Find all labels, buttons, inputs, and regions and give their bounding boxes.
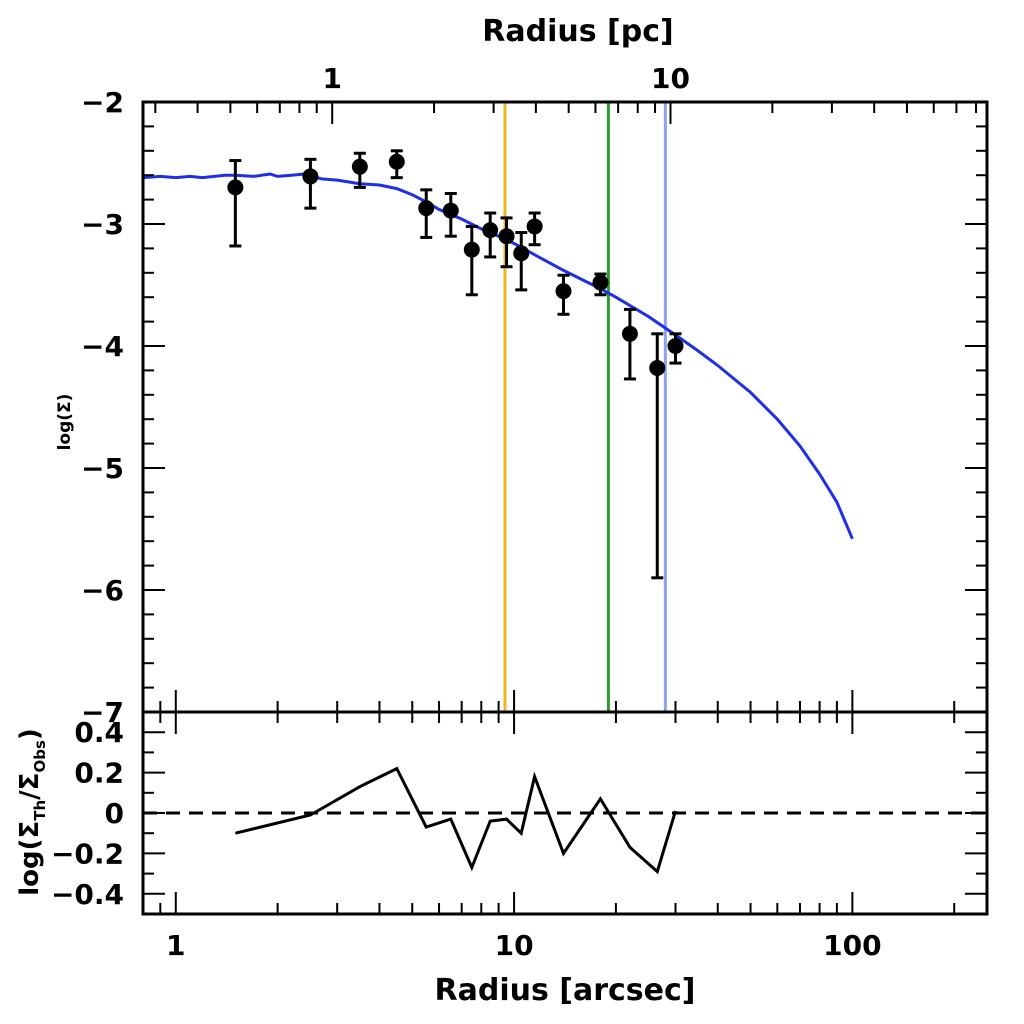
vertical-lines	[503, 102, 667, 712]
observed-point-15	[667, 332, 684, 365]
top-y-axis-label: log(Σ)	[55, 394, 75, 451]
top-panel-ticks	[142, 101, 987, 713]
top-panel-frame	[141, 100, 989, 714]
observed-point-0	[227, 159, 244, 248]
top-y-tick-label-4: −6	[81, 574, 124, 607]
top-y-tick-label-2: −4	[81, 330, 124, 363]
x-tick-label-0: 1	[166, 929, 185, 962]
data-point	[388, 153, 405, 170]
bottom-panel-frame	[141, 710, 989, 916]
data-point	[418, 200, 435, 217]
top-y-tick-label-3: −5	[81, 452, 124, 485]
data-point	[621, 325, 638, 342]
data-point	[649, 359, 666, 376]
observed-point-13	[621, 307, 638, 381]
top-axis-tick-label-0: 1	[322, 62, 341, 95]
observed-point-10	[526, 211, 543, 247]
bottom-y-axis-label: log(ΣTh/ΣObs)	[15, 728, 49, 896]
top-axis-tick-labels: 1 10	[322, 62, 690, 95]
x-axis-label: Radius [arcsec]	[435, 973, 696, 1008]
data-point	[555, 283, 572, 300]
data-point	[482, 222, 499, 239]
observed-point-3	[388, 149, 405, 180]
observed-point-12	[592, 272, 609, 297]
bottom-panel	[141, 710, 989, 916]
bottom-y-tick-label-0: 0.4	[74, 716, 124, 749]
observed-point-6	[463, 224, 480, 297]
data-point	[592, 274, 609, 291]
observed-point-4	[418, 188, 435, 239]
bottom-y-tick-label-4: −0.4	[51, 878, 124, 911]
bottom-y-tick-label-2: 0	[105, 797, 124, 830]
data-point	[227, 179, 244, 196]
top-y-tick-label-1: −3	[81, 208, 124, 241]
observed-point-2	[351, 151, 368, 189]
observed-point-9	[513, 231, 530, 292]
residual-line	[235, 766, 677, 875]
data-point	[513, 245, 530, 262]
data-point	[302, 168, 319, 185]
data-point	[351, 158, 368, 175]
data-point	[463, 241, 480, 258]
observed-point-11	[555, 273, 572, 316]
observed-points	[227, 149, 684, 580]
x-tick-label-1: 10	[495, 929, 534, 962]
top-panel	[141, 100, 989, 714]
x-tick-label-2: 100	[823, 929, 881, 962]
bottom-y-tick-label-1: 0.2	[74, 757, 124, 790]
observed-point-1	[302, 157, 319, 210]
observed-point-5	[442, 192, 459, 238]
top-y-tick-label-0: −2	[81, 86, 124, 119]
observed-point-7	[482, 211, 499, 259]
observed-point-8	[498, 216, 515, 269]
bottom-y-tick-label-3: −0.2	[51, 837, 124, 870]
x-tick-labels: 1 10 100	[166, 929, 882, 962]
data-point	[526, 218, 543, 235]
top-y-tick-labels: −2 −3 −4 −5 −6 −7	[81, 86, 124, 729]
bottom-y-tick-labels: 0.4 0.2 0 −0.2 −0.4	[51, 716, 124, 911]
top-axis-tick-label-1: 10	[651, 62, 690, 95]
data-point	[667, 338, 684, 354]
observed-point-14	[649, 332, 666, 580]
data-point	[442, 202, 459, 219]
data-point	[498, 228, 515, 245]
top-y-tick-label-5: −7	[81, 696, 124, 729]
top-axis-label: Radius [pc]	[482, 14, 673, 49]
